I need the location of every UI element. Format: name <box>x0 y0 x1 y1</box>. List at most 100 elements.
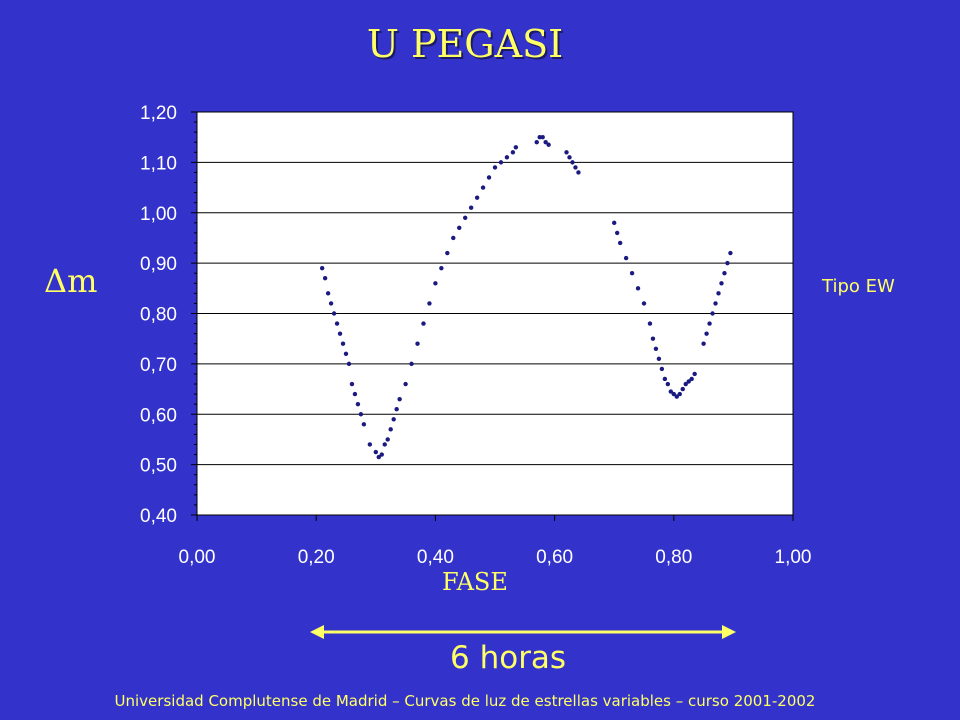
data-point <box>346 361 352 367</box>
data-point <box>409 361 414 367</box>
data-point <box>397 396 402 402</box>
data-point <box>373 449 378 455</box>
data-point <box>641 301 647 306</box>
data-point <box>439 265 444 271</box>
data-point <box>656 356 662 362</box>
data-point <box>710 311 715 316</box>
data-point <box>463 215 468 220</box>
data-point <box>468 205 474 210</box>
data-point <box>358 412 364 417</box>
data-point <box>367 442 373 447</box>
data-point <box>486 175 492 180</box>
data-point <box>319 265 325 271</box>
plot-area: 0,40 0,50 0,60 0,70 0,80 0,90 1,00 1,10 1,20 0,00… <box>140 103 811 568</box>
data-point <box>388 427 393 432</box>
data-point <box>716 291 721 296</box>
data-point <box>394 407 399 412</box>
data-point <box>683 381 688 387</box>
data-point <box>701 341 706 346</box>
data-point <box>653 346 659 351</box>
data-point <box>680 386 685 392</box>
data-point <box>671 391 676 397</box>
type-annotation: Tipo EW <box>822 276 895 297</box>
data-point <box>692 371 697 377</box>
data-point <box>340 341 346 346</box>
data-point <box>665 381 671 387</box>
data-point <box>331 311 337 316</box>
x-tick-label: 0,40 <box>417 547 454 568</box>
y-axis-label: Δm <box>44 262 98 300</box>
duration-arrow-icon <box>310 625 736 639</box>
y-tick-label: 0,50 <box>140 456 177 477</box>
data-point <box>623 255 629 261</box>
y-tick-label: 0,70 <box>140 355 177 376</box>
data-point <box>415 341 420 346</box>
data-point <box>513 145 519 150</box>
data-point <box>722 271 727 276</box>
data-point <box>457 225 462 231</box>
data-point <box>725 260 730 266</box>
data-point <box>403 381 408 387</box>
data-point <box>614 230 620 236</box>
data-point <box>474 195 480 200</box>
data-point <box>355 401 361 407</box>
data-point <box>650 336 656 341</box>
x-tick-label: 0,60 <box>536 547 573 568</box>
x-axis-label: FASE <box>442 568 508 596</box>
data-point <box>647 321 653 326</box>
data-point <box>612 220 617 226</box>
footer-credits: Universidad Complutense de Madrid – Curv… <box>114 692 816 710</box>
duration-label: 6 horas <box>450 640 567 676</box>
data-point <box>325 291 331 296</box>
data-point <box>546 142 551 147</box>
data-point <box>629 271 635 276</box>
data-point <box>662 376 668 382</box>
x-tick-label: 0,20 <box>298 547 335 568</box>
data-point <box>421 321 426 326</box>
data-point <box>480 185 486 190</box>
data-point <box>361 422 367 427</box>
y-tick-label: 0,60 <box>140 405 177 426</box>
data-point <box>713 301 718 306</box>
slide-title: U PEGASI <box>366 22 564 66</box>
data-point <box>707 321 712 326</box>
data-point <box>427 301 432 306</box>
data-point <box>564 150 569 155</box>
data-point <box>704 331 709 336</box>
data-point <box>492 165 498 170</box>
data-point <box>334 321 340 326</box>
y-tick-label: 0,90 <box>140 254 177 275</box>
data-point <box>328 301 334 306</box>
data-point <box>382 442 387 447</box>
data-point <box>677 391 682 397</box>
data-point <box>504 155 510 160</box>
x-tick-label: 0,00 <box>179 547 216 568</box>
data-point <box>668 389 674 394</box>
data-point <box>543 140 548 145</box>
x-tick-label: 1,00 <box>775 547 812 568</box>
data-point <box>570 160 575 165</box>
data-point <box>534 140 539 145</box>
data-point <box>617 240 623 246</box>
data-point <box>728 250 733 256</box>
data-point <box>686 379 691 384</box>
data-point <box>385 437 390 442</box>
y-tick-label: 1,10 <box>140 153 177 174</box>
data-point <box>322 276 328 281</box>
data-point <box>445 250 450 256</box>
y-tick-label: 1,00 <box>140 204 177 225</box>
data-point <box>689 376 694 382</box>
y-tick-label: 0,40 <box>140 506 177 527</box>
data-point <box>510 150 516 155</box>
data-point <box>540 134 545 140</box>
data-point <box>567 155 572 160</box>
y-tick-label: 1,20 <box>140 103 177 124</box>
data-point <box>337 331 343 336</box>
data-point <box>573 165 578 170</box>
data-point <box>576 170 581 175</box>
data-point <box>343 351 349 356</box>
data-point <box>376 454 381 460</box>
y-tick-label: 0,80 <box>140 305 177 326</box>
x-tick-label: 0,80 <box>655 547 692 568</box>
